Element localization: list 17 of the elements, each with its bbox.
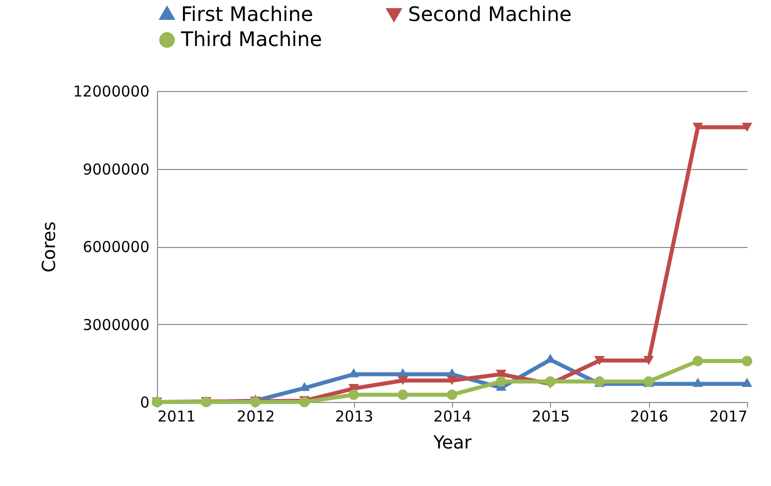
y-tick-label: 0 xyxy=(140,394,150,412)
x-tick-label: 2014 xyxy=(433,408,472,426)
x-tick-label: 2017 xyxy=(709,408,748,426)
y-tick-label: 12000000 xyxy=(73,82,150,100)
y-tick-label: 9000000 xyxy=(82,160,150,178)
x-tick-label: 2016 xyxy=(630,408,668,426)
y-axis-title: Cores xyxy=(39,221,60,273)
x-tick-label: 2015 xyxy=(532,408,570,426)
x-tick-label: 2011 xyxy=(158,408,196,426)
x-tick-label: 2012 xyxy=(236,408,275,426)
legend-label: First Machine xyxy=(181,2,314,26)
y-tick-label: 6000000 xyxy=(82,238,150,256)
legend-label: Second Machine xyxy=(408,2,572,26)
x-axis-title: Year xyxy=(432,432,472,454)
legend-label: Third Machine xyxy=(180,27,322,51)
x-tick-label: 2013 xyxy=(335,408,374,426)
y-tick-label: 3000000 xyxy=(82,316,150,334)
